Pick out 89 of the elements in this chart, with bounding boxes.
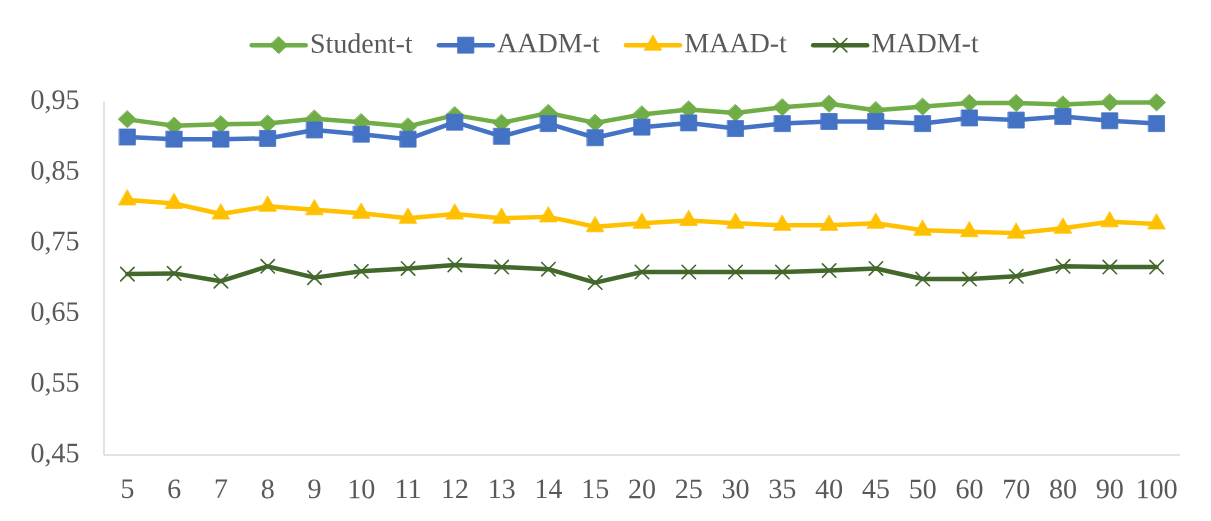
legend-label: Student-t [311, 33, 413, 54]
point [119, 266, 135, 282]
point [1100, 93, 1120, 112]
point [1007, 111, 1025, 129]
point [820, 113, 838, 130]
x-tick-label: 80 [1050, 479, 1076, 499]
x-tick-label: 12 [443, 479, 468, 499]
y-tick-label: 0,65 [31, 302, 79, 326]
point [446, 113, 464, 131]
x-tick-label: 10 [349, 479, 375, 499]
legend-label: MADM-t [872, 33, 979, 53]
point [868, 260, 884, 276]
x-tick-label: 45 [862, 479, 889, 499]
point [867, 113, 885, 130]
point [1149, 259, 1165, 275]
point [400, 260, 416, 276]
point [540, 115, 557, 132]
x-tick-label: 70 [1004, 479, 1030, 499]
point [212, 130, 230, 148]
point [681, 264, 697, 280]
point [118, 110, 137, 129]
point [399, 130, 417, 148]
point [447, 257, 463, 273]
point [634, 264, 650, 280]
point [118, 128, 136, 146]
y-tick-label: 0,95 [31, 90, 79, 114]
point [961, 109, 978, 127]
x-tick-label: 40 [815, 479, 843, 499]
x-tick-label: 35 [769, 479, 796, 499]
point [774, 264, 790, 280]
point [728, 264, 744, 280]
point [585, 113, 605, 132]
point [680, 114, 698, 132]
x-tick-label: 9 [308, 479, 321, 499]
point [587, 275, 603, 291]
x-tick-label: 15 [583, 479, 609, 499]
point [307, 270, 323, 286]
point [306, 121, 323, 139]
point [586, 129, 604, 147]
point [352, 125, 370, 143]
point [353, 263, 369, 279]
point [915, 271, 931, 287]
y-tick-label: 0,75 [31, 231, 79, 255]
point [727, 120, 744, 137]
point [165, 130, 183, 148]
point [1148, 115, 1166, 132]
x-tick-label: 8 [261, 479, 274, 499]
point [1147, 93, 1166, 112]
x-tick-label: 50 [910, 479, 936, 499]
x-tick-label: 14 [536, 479, 562, 499]
point [540, 261, 556, 277]
point [213, 273, 229, 289]
legend-label: MAAD-t [685, 33, 787, 53]
point [259, 130, 277, 147]
x-tick-label: 6 [168, 479, 181, 499]
x-tick-label: 20 [629, 479, 655, 499]
point [726, 104, 745, 122]
y-tick-label: 0,85 [31, 160, 79, 184]
y-tick-label: 0,45 [31, 443, 79, 467]
point [914, 115, 932, 132]
point [773, 98, 792, 117]
legend-label: AADM-t [497, 33, 600, 53]
x-tick-label: 100 [1138, 479, 1177, 499]
point [166, 265, 182, 281]
point [633, 118, 651, 136]
point [961, 271, 977, 287]
point [819, 94, 839, 113]
x-tick-label: 5 [122, 479, 134, 499]
x-tick-label: 13 [490, 479, 515, 499]
x-tick-label: 7 [215, 479, 228, 498]
x-tick-label: 11 [397, 479, 420, 499]
point [773, 115, 791, 132]
x-tick-label: 90 [1096, 479, 1123, 499]
point [260, 258, 276, 274]
point [913, 97, 933, 116]
point [821, 263, 837, 279]
point [1055, 258, 1071, 274]
y-tick-label: 0,55 [31, 372, 79, 396]
point [258, 114, 278, 133]
point [494, 259, 510, 275]
point [1008, 268, 1024, 284]
point [1101, 112, 1119, 130]
x-tick-label: 30 [722, 479, 749, 499]
point [1006, 94, 1026, 113]
point [1102, 259, 1118, 275]
point [493, 127, 511, 145]
x-tick-label: 25 [676, 479, 702, 499]
x-tick-label: 60 [956, 479, 983, 499]
point [1054, 108, 1072, 125]
